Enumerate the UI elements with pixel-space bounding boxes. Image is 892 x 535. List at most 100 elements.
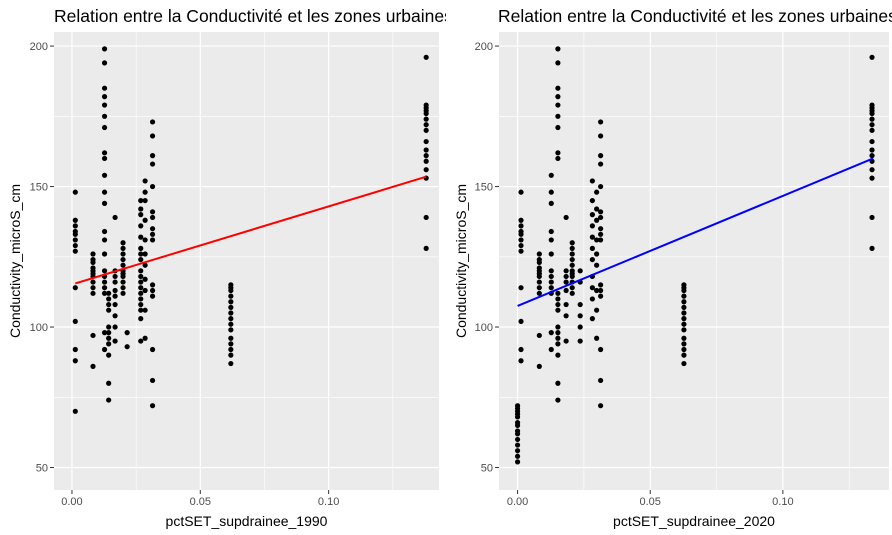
data-point	[106, 330, 112, 336]
data-point	[681, 293, 687, 299]
data-point	[90, 285, 96, 291]
data-point	[555, 155, 561, 162]
data-point	[555, 341, 561, 347]
data-point	[112, 301, 118, 308]
data-point	[138, 338, 144, 344]
data-point	[518, 248, 524, 254]
data-point	[681, 304, 687, 310]
data-point	[518, 318, 524, 325]
x-axis-label-2020: pctSET_supdrainee_2020	[613, 513, 775, 529]
data-point	[106, 352, 112, 358]
data-point	[149, 403, 156, 409]
trend-line-1990	[75, 175, 427, 285]
data-point	[563, 313, 569, 319]
data-point	[101, 237, 108, 243]
data-point	[72, 248, 78, 254]
data-point	[120, 285, 126, 291]
data-point	[101, 285, 108, 291]
data-point	[149, 237, 156, 243]
data-point	[548, 189, 554, 195]
data-point	[106, 380, 112, 386]
data-point	[594, 237, 600, 243]
data-point	[681, 327, 687, 333]
data-point	[514, 419, 521, 426]
data-point	[138, 273, 144, 280]
data-point	[138, 197, 144, 204]
data-point	[598, 161, 604, 167]
chart-title-1990: Relation entre la Conductivité et les zo…	[54, 6, 446, 26]
data-point	[423, 245, 429, 251]
data-point	[101, 85, 108, 91]
chart-panel-1990: Relation entre la Conductivité et les zo…	[7, 6, 446, 529]
data-point	[149, 183, 156, 190]
data-point	[228, 352, 234, 358]
data-point	[72, 346, 78, 353]
data-point	[228, 316, 234, 322]
y-tick-label: 50	[36, 463, 48, 475]
data-point	[101, 189, 108, 195]
data-point	[548, 279, 554, 285]
data-point	[124, 330, 130, 336]
data-point	[149, 226, 156, 232]
y-axis-label-1990: Conductivity_microS_cm	[7, 184, 23, 338]
data-point	[518, 346, 524, 353]
x-tick-label: 0.05	[190, 496, 211, 508]
data-point	[72, 242, 78, 249]
data-point	[555, 352, 561, 358]
y-tick-label: 200	[30, 41, 48, 53]
data-point	[681, 282, 687, 288]
data-point	[149, 377, 156, 384]
data-point	[423, 122, 429, 128]
data-point	[106, 290, 112, 296]
data-point	[423, 147, 429, 153]
data-point	[589, 234, 595, 240]
data-point	[548, 251, 554, 257]
data-point	[106, 341, 112, 347]
data-point	[138, 290, 144, 296]
data-point	[142, 189, 148, 195]
data-point	[106, 335, 112, 341]
data-point	[594, 251, 600, 257]
data-point	[228, 293, 234, 299]
data-point	[577, 268, 583, 274]
data-point	[106, 296, 112, 302]
data-point	[555, 330, 561, 336]
data-point	[138, 316, 144, 322]
data-point	[228, 341, 234, 347]
data-point	[138, 285, 144, 291]
data-point	[101, 124, 108, 131]
data-point	[149, 153, 156, 159]
data-point	[228, 360, 234, 367]
data-point	[90, 332, 96, 339]
data-point	[548, 172, 554, 178]
data-point	[101, 330, 108, 336]
data-point	[423, 127, 429, 133]
data-point	[594, 335, 600, 341]
data-point	[106, 301, 112, 308]
data-point	[555, 380, 561, 386]
y-tick-label: 150	[30, 182, 48, 194]
data-point	[518, 358, 524, 364]
data-point	[72, 285, 78, 291]
data-point	[112, 214, 118, 221]
x-tick-label: 0.00	[507, 496, 528, 508]
data-point	[869, 138, 875, 145]
data-point	[106, 324, 112, 330]
data-point	[423, 54, 429, 60]
data-point	[149, 231, 156, 237]
data-point	[536, 279, 542, 285]
data-point	[589, 256, 595, 263]
data-point	[536, 251, 542, 257]
data-point	[228, 310, 234, 316]
x-tick-label: 0.10	[318, 496, 339, 508]
data-point	[514, 436, 521, 443]
data-point	[555, 85, 561, 91]
data-point	[569, 240, 575, 246]
data-point	[228, 346, 234, 353]
data-point	[548, 330, 554, 336]
data-point	[142, 178, 148, 184]
data-point	[555, 113, 561, 119]
data-point	[149, 214, 156, 221]
data-point	[72, 217, 78, 223]
data-point	[589, 285, 595, 291]
